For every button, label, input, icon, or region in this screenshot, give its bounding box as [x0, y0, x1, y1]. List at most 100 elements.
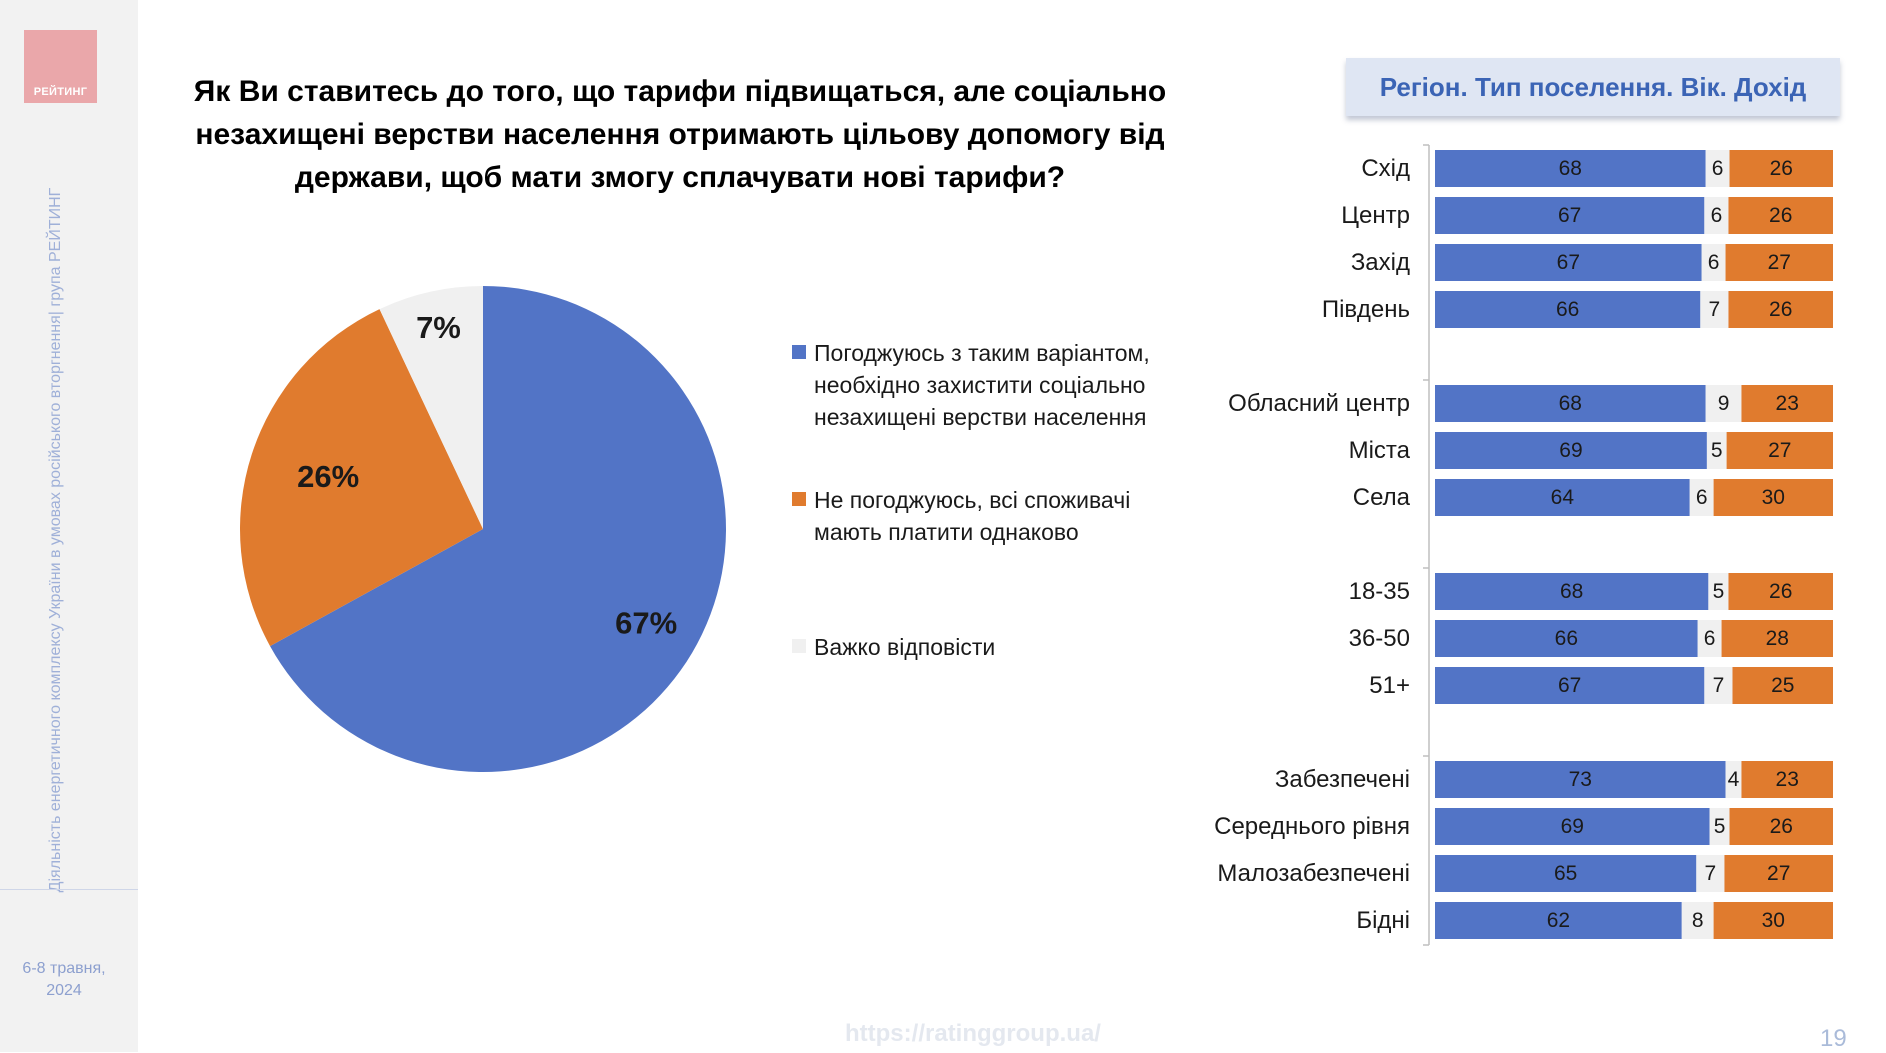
bar-value-label: 6	[1711, 204, 1723, 227]
bar-category-label: Обласний центр	[1228, 390, 1410, 417]
bar-segment-agree	[1435, 808, 1710, 845]
bar-value-label: 6	[1696, 486, 1708, 509]
bar-value-label: 26	[1769, 204, 1792, 227]
bar-segment-agree	[1435, 855, 1697, 892]
bar-category-label: Села	[1353, 484, 1411, 511]
bar-value-label: 66	[1555, 627, 1578, 650]
bar-segment-agree	[1435, 150, 1706, 187]
pie-slice-agree	[270, 286, 726, 772]
bar-segment-agree	[1435, 902, 1682, 939]
bar-value-label: 62	[1547, 909, 1570, 932]
legend-swatch-disagree	[792, 492, 806, 506]
question-title: Як Ви ставитесь до того, що тарифи підви…	[193, 75, 1167, 194]
bar-segment-hard	[1709, 808, 1730, 845]
pie-label-agree: 67%	[615, 606, 677, 641]
bar-segment-disagree	[1728, 197, 1833, 234]
bar-value-label: 6	[1708, 251, 1720, 274]
bar-value-label: 26	[1769, 298, 1792, 321]
bar-segment-hard	[1689, 479, 1714, 516]
bar-segment-agree	[1435, 291, 1701, 328]
footer-url[interactable]: https://ratinggroup.ua/	[845, 1020, 1101, 1047]
bar-value-label: 68	[1560, 580, 1583, 603]
bar-value-label: 30	[1762, 486, 1785, 509]
bar-segment-disagree	[1713, 902, 1833, 939]
bar-category-label: 18-35	[1349, 578, 1410, 605]
bar-segment-agree	[1435, 385, 1706, 422]
survey-date-line1: 6-8 травня,	[22, 960, 106, 977]
bar-segment-disagree	[1741, 761, 1833, 798]
bar-segment-disagree	[1726, 432, 1833, 469]
bar-segment-disagree	[1725, 244, 1833, 281]
bar-segment-disagree	[1721, 620, 1833, 657]
bar-category-label: Міста	[1349, 437, 1411, 464]
bar-value-label: 67	[1558, 204, 1581, 227]
bar-value-label: 5	[1711, 439, 1723, 462]
bar-value-label: 23	[1776, 392, 1799, 415]
bar-value-label: 28	[1766, 627, 1789, 650]
pie-label-disagree: 26%	[297, 459, 359, 494]
bar-category-label: Малозабезпечені	[1217, 860, 1410, 887]
legend-swatch-hard	[792, 639, 806, 653]
bar-category-label: Бідні	[1356, 907, 1410, 934]
bar-value-label: 6	[1712, 157, 1724, 180]
bar-segment-agree	[1435, 761, 1726, 798]
bar-value-label: 23	[1776, 768, 1799, 791]
bar-value-label: 64	[1551, 486, 1575, 509]
bar-category-label: Південь	[1322, 296, 1410, 323]
bar-segment-hard	[1725, 761, 1742, 798]
bar-value-label: 67	[1557, 251, 1580, 274]
bar-value-label: 27	[1768, 439, 1791, 462]
bar-category-label: Схід	[1361, 155, 1410, 182]
bar-value-label: 27	[1767, 862, 1790, 885]
sidebar-divider	[0, 889, 138, 890]
bar-segment-hard	[1706, 432, 1727, 469]
bar-value-label: 73	[1569, 768, 1592, 791]
bar-category-label: 36-50	[1349, 625, 1410, 652]
bar-value-label: 6	[1704, 627, 1716, 650]
bar-value-label: 4	[1728, 768, 1740, 791]
bar-segment-agree	[1435, 244, 1702, 281]
bar-value-label: 68	[1559, 157, 1582, 180]
pie-slice-hard	[379, 286, 483, 529]
bar-value-label: 66	[1556, 298, 1579, 321]
bar-value-label: 5	[1713, 580, 1725, 603]
legend-label-agree: Погоджуюсь з таким варіантом, необхідно …	[814, 340, 1150, 430]
rating-logo: РЕЙТИНГ	[24, 30, 97, 103]
bar-value-label: 7	[1709, 298, 1721, 321]
legend-swatch-agree	[792, 345, 806, 359]
bar-segment-disagree	[1713, 479, 1833, 516]
bar-segment-agree	[1435, 667, 1705, 704]
bar-segment-agree	[1435, 479, 1690, 516]
bar-segment-hard	[1697, 620, 1722, 657]
pie-slice-disagree	[239, 309, 483, 647]
pie-label-hard: 7%	[416, 310, 461, 345]
bar-category-label: Середнього рівня	[1214, 813, 1410, 840]
bar-segment-disagree	[1732, 667, 1833, 704]
bar-segment-agree	[1435, 620, 1698, 657]
bar-value-label: 67	[1558, 674, 1581, 697]
survey-date-line2: 2024	[46, 982, 82, 999]
bar-segment-hard	[1700, 291, 1729, 328]
page-number: 19	[1820, 1025, 1847, 1052]
bar-segment-hard	[1696, 855, 1725, 892]
bar-segment-agree	[1435, 197, 1705, 234]
bar-segment-disagree	[1729, 808, 1833, 845]
bar-value-label: 7	[1705, 862, 1717, 885]
bar-segment-hard	[1681, 902, 1714, 939]
bar-segment-hard	[1705, 150, 1730, 187]
bar-segment-hard	[1708, 573, 1729, 610]
bar-segment-agree	[1435, 573, 1709, 610]
bar-segment-disagree	[1741, 385, 1833, 422]
bar-value-label: 26	[1770, 157, 1793, 180]
bar-value-label: 9	[1718, 392, 1730, 415]
bar-value-label: 27	[1768, 251, 1791, 274]
sidebar: РЕЙТИНГ Діяльність енергетичного комплек…	[0, 0, 138, 1052]
bar-value-label: 30	[1762, 909, 1785, 932]
bar-segment-hard	[1705, 385, 1742, 422]
bar-value-label: 69	[1561, 815, 1584, 838]
bar-value-label: 8	[1692, 909, 1704, 932]
bar-segment-disagree	[1728, 291, 1833, 328]
bar-value-label: 25	[1771, 674, 1794, 697]
